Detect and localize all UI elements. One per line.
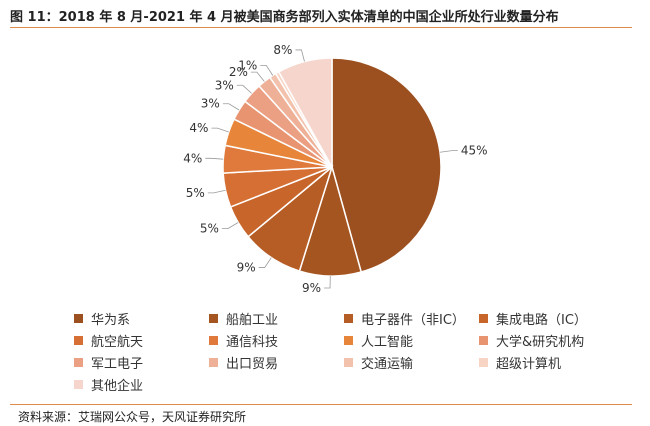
source-note: 资料来源：艾瑞网公众号，天风证券研究所	[18, 410, 247, 424]
legend-label: 华为系	[91, 313, 131, 328]
legend-label: 船舶工业	[226, 313, 279, 328]
data-label: 9%	[302, 281, 321, 295]
legend-swatch	[74, 314, 83, 323]
leader-line	[250, 71, 265, 82]
pie-slice	[277, 57, 333, 170]
legend-label: 集成电路（IC）	[496, 313, 587, 328]
legend-swatch	[74, 336, 83, 345]
legend-label: 电子器件（非IC）	[361, 313, 465, 328]
legend-item: 其他企业	[74, 375, 143, 394]
pie-slice	[331, 57, 442, 273]
legend-label: 其他企业	[91, 379, 144, 394]
legend-swatch	[209, 336, 218, 345]
legend-swatch	[344, 314, 353, 323]
legend-item: 交通运输	[344, 353, 413, 372]
legend-item: 出口贸易	[209, 353, 278, 372]
legend-swatch	[209, 358, 218, 367]
legend-swatch	[209, 314, 218, 323]
legend-label: 航空航天	[91, 335, 144, 350]
legend-label: 通信科技	[226, 335, 279, 350]
data-label: 2%	[229, 65, 248, 79]
data-label: 1%	[238, 58, 257, 72]
leader-line	[207, 189, 226, 194]
leader-line	[222, 103, 240, 111]
data-label: 9%	[237, 261, 256, 275]
bottom-rule	[10, 404, 632, 405]
legend-item: 航空航天	[74, 331, 143, 350]
legend-item: 集成电路（IC）	[479, 309, 587, 328]
data-label: 4%	[189, 121, 208, 135]
legend-swatch	[344, 336, 353, 345]
legend-item: 华为系	[74, 309, 130, 328]
data-label: 8%	[273, 43, 292, 57]
top-rule	[10, 27, 632, 28]
leader-line	[258, 257, 272, 268]
data-label: 4%	[183, 151, 202, 165]
data-label: 3%	[215, 78, 234, 92]
leader-line	[439, 150, 458, 153]
legend-label: 人工智能	[361, 335, 414, 350]
legend-label: 军工电子	[91, 357, 144, 372]
legend-label: 超级计算机	[496, 357, 562, 372]
leader-line	[221, 222, 239, 230]
leader-line	[205, 157, 224, 160]
pie-chart: 45%9%9%5%5%4%4%3%3%2%1%8%	[183, 43, 488, 295]
data-label: 3%	[201, 97, 220, 111]
data-label: 45%	[461, 144, 488, 158]
chart-title: 图 11：2018 年 8 月-2021 年 4 月被美国商务部列入实体清单的中…	[10, 10, 559, 25]
legend-swatch	[74, 358, 83, 367]
legend-item: 船舶工业	[209, 309, 278, 328]
legend-item: 超级计算机	[479, 353, 561, 372]
leader-line	[295, 49, 305, 62]
legend-swatch	[479, 314, 488, 323]
legend-item: 大学&研究机构	[479, 331, 584, 350]
data-label: 5%	[200, 222, 219, 236]
leader-line	[324, 275, 331, 289]
legend-item: 军工电子	[74, 353, 143, 372]
legend-label: 出口贸易	[226, 357, 279, 372]
leader-line	[211, 127, 229, 133]
leader-line	[236, 84, 252, 94]
legend-label: 交通运输	[361, 357, 414, 372]
legend-item: 人工智能	[344, 331, 413, 350]
legend-swatch	[479, 358, 488, 367]
legend-swatch	[344, 358, 353, 367]
legend-label: 大学&研究机构	[496, 335, 585, 350]
leader-line	[260, 64, 274, 76]
legend-swatch	[74, 380, 83, 389]
legend-item: 通信科技	[209, 331, 278, 350]
legend-item: 电子器件（非IC）	[344, 309, 465, 328]
data-label: 5%	[186, 186, 205, 200]
legend-swatch	[479, 336, 488, 345]
